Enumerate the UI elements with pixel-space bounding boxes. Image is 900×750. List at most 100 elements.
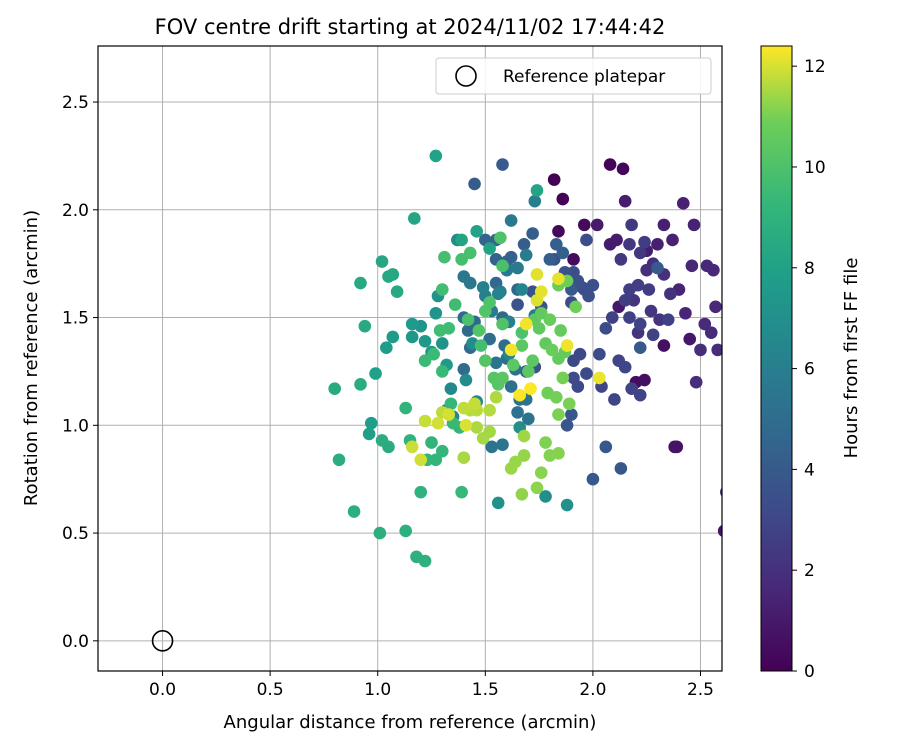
data-point <box>461 313 475 327</box>
data-point <box>435 337 449 350</box>
data-point <box>614 462 628 475</box>
data-point <box>590 218 604 232</box>
data-point <box>567 371 580 385</box>
data-point <box>530 481 544 495</box>
data-point <box>689 375 703 389</box>
colorbar-tick-label: 8 <box>804 259 815 279</box>
data-point <box>698 317 712 331</box>
data-point <box>560 498 574 512</box>
data-point <box>459 419 473 432</box>
data-point <box>455 253 468 266</box>
data-point <box>534 466 548 480</box>
data-point <box>354 276 367 290</box>
data-point <box>375 255 389 268</box>
data-point <box>405 440 419 454</box>
data-point <box>517 429 531 443</box>
data-point <box>638 235 651 249</box>
data-point <box>444 382 458 395</box>
data-point <box>657 339 671 352</box>
data-point <box>457 451 471 464</box>
data-point <box>709 300 722 314</box>
data-point <box>616 162 630 176</box>
x-tick-label: 2.0 <box>579 680 606 700</box>
y-tick-label: 1.0 <box>62 416 89 436</box>
y-tick-label: 0.5 <box>62 524 89 544</box>
data-point <box>362 427 376 441</box>
data-point <box>483 403 496 417</box>
data-point <box>653 313 666 327</box>
data-point <box>517 449 531 462</box>
data-point <box>429 453 443 467</box>
data-point <box>651 237 664 251</box>
data-point <box>543 253 557 266</box>
data-point <box>560 419 574 432</box>
data-point <box>638 373 651 387</box>
data-point <box>399 524 412 538</box>
data-point <box>530 184 544 197</box>
data-point <box>556 371 570 385</box>
data-point <box>418 414 432 428</box>
data-point <box>369 367 382 380</box>
legend-box <box>435 57 712 95</box>
data-point <box>586 278 600 292</box>
data-point <box>470 421 484 434</box>
data-point <box>504 462 518 475</box>
data-point <box>556 246 570 260</box>
data-point <box>704 326 718 339</box>
data-point <box>438 250 451 264</box>
data-point <box>435 283 449 296</box>
data-point <box>562 397 576 411</box>
data-point <box>496 259 509 273</box>
data-point <box>657 218 671 232</box>
y-axis: 0.0 0.5 1.0 1.5 2.0 2.5 <box>62 93 98 652</box>
data-point <box>685 259 699 273</box>
data-points <box>328 149 722 568</box>
data-point <box>556 192 570 206</box>
legend: Reference platepar <box>435 57 712 95</box>
data-point <box>435 365 449 378</box>
data-point <box>569 300 582 314</box>
data-point <box>625 218 638 232</box>
data-point <box>618 194 632 208</box>
data-point <box>504 343 518 357</box>
colorbar-label: Hours from first FF file <box>841 258 862 459</box>
x-tick-label: 0.0 <box>149 680 176 700</box>
data-point <box>380 341 393 355</box>
y-tick-label: 2.0 <box>62 201 89 221</box>
colorbar-ticks: 0 2 4 6 8 10 12 <box>792 57 826 682</box>
legend-marker-icon <box>455 65 477 87</box>
data-point <box>489 356 503 370</box>
data-point <box>640 263 653 277</box>
data-point <box>644 304 658 318</box>
data-point <box>496 158 509 171</box>
data-point <box>545 343 559 357</box>
colorbar-tick-label: 12 <box>804 57 826 77</box>
data-point <box>560 339 574 352</box>
data-point <box>580 367 593 380</box>
y-tick-label: 1.5 <box>62 309 89 329</box>
data-point <box>633 341 647 355</box>
data-point <box>513 388 527 402</box>
data-point <box>567 354 580 367</box>
data-point <box>474 339 488 352</box>
data-point <box>483 332 496 346</box>
data-point <box>429 149 443 163</box>
data-point <box>491 496 505 510</box>
data-point <box>382 270 395 283</box>
data-point <box>332 453 346 467</box>
data-point <box>543 313 557 327</box>
data-point <box>425 436 438 449</box>
data-point <box>472 324 486 337</box>
y-tick-label: 2.5 <box>62 93 89 113</box>
data-point <box>608 393 621 406</box>
data-point <box>593 371 606 385</box>
data-point <box>534 285 548 298</box>
data-point <box>463 276 477 290</box>
data-point <box>519 317 533 331</box>
data-point <box>612 354 626 367</box>
data-point <box>328 382 341 395</box>
data-point <box>526 227 539 240</box>
data-point <box>711 343 722 357</box>
colorbar-tick-label: 2 <box>804 561 815 581</box>
